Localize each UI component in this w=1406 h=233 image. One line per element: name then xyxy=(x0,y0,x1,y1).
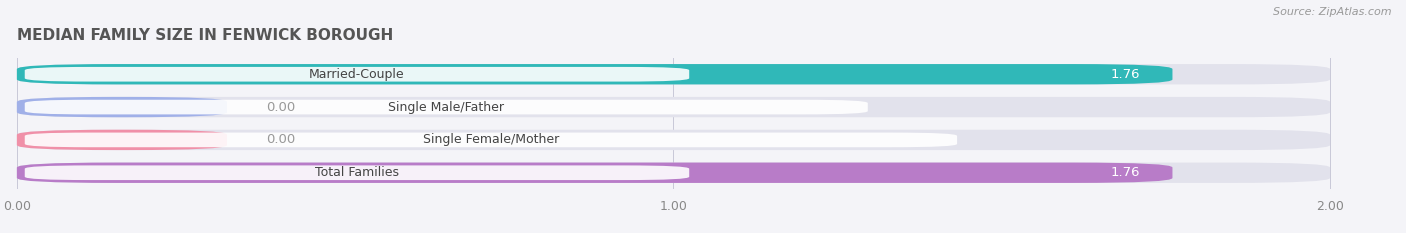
Text: 1.76: 1.76 xyxy=(1111,68,1140,81)
FancyBboxPatch shape xyxy=(25,100,868,114)
FancyBboxPatch shape xyxy=(17,97,226,117)
FancyBboxPatch shape xyxy=(17,130,1330,150)
Text: Total Families: Total Families xyxy=(315,166,399,179)
FancyBboxPatch shape xyxy=(17,163,1330,183)
FancyBboxPatch shape xyxy=(25,133,957,147)
Text: MEDIAN FAMILY SIZE IN FENWICK BOROUGH: MEDIAN FAMILY SIZE IN FENWICK BOROUGH xyxy=(17,28,394,43)
FancyBboxPatch shape xyxy=(25,67,689,82)
Text: 0.00: 0.00 xyxy=(266,101,295,113)
Text: 0.00: 0.00 xyxy=(266,134,295,146)
FancyBboxPatch shape xyxy=(17,163,1173,183)
Text: Single Male/Father: Single Male/Father xyxy=(388,101,505,113)
FancyBboxPatch shape xyxy=(17,130,226,150)
FancyBboxPatch shape xyxy=(25,165,689,180)
FancyBboxPatch shape xyxy=(17,97,1330,117)
Text: Single Female/Mother: Single Female/Mother xyxy=(423,134,560,146)
FancyBboxPatch shape xyxy=(17,64,1173,84)
Text: Source: ZipAtlas.com: Source: ZipAtlas.com xyxy=(1274,7,1392,17)
Text: Married-Couple: Married-Couple xyxy=(309,68,405,81)
FancyBboxPatch shape xyxy=(17,64,1330,84)
Text: 1.76: 1.76 xyxy=(1111,166,1140,179)
